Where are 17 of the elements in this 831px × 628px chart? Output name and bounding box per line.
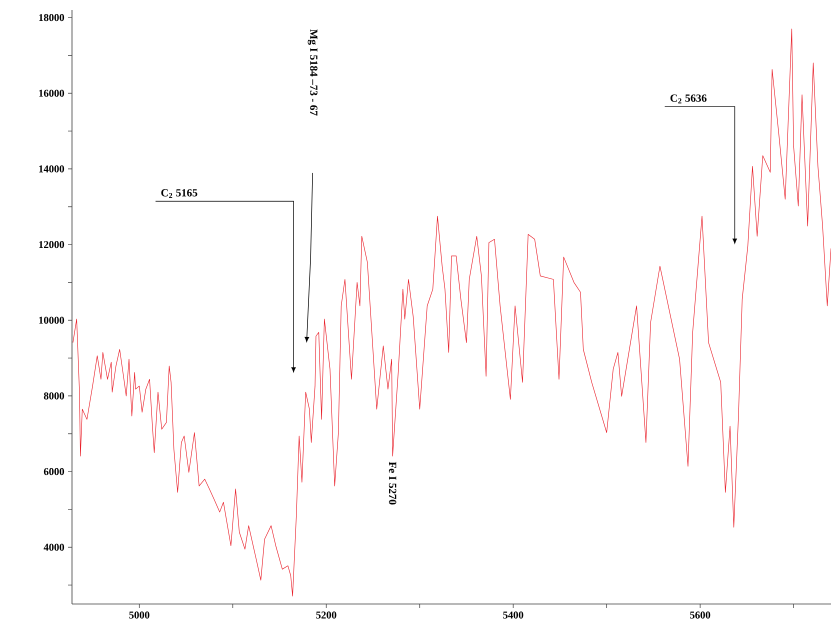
x-tick-label: 5200 bbox=[316, 612, 336, 619]
annotation: Fe I 5270 bbox=[388, 462, 396, 504]
line-series bbox=[72, 28, 831, 596]
y-tick-label: 10000 bbox=[39, 316, 64, 324]
y-tick-label: 4000 bbox=[44, 544, 64, 551]
y-tick-label: 6000 bbox=[44, 468, 64, 476]
x-tick-label: 5600 bbox=[690, 612, 710, 619]
y-tick-label: 18000 bbox=[39, 14, 64, 22]
y-tick-label: 14000 bbox=[39, 165, 64, 172]
y-tick-label: 12000 bbox=[39, 241, 64, 248]
x-tick-label: 5400 bbox=[503, 612, 524, 619]
x-tick-label: 5000 bbox=[129, 612, 150, 619]
annotation: Mg I 5184 –73 - 67 bbox=[308, 29, 318, 116]
y-tick-label: 8000 bbox=[44, 392, 64, 400]
y-tick-label: 16000 bbox=[39, 90, 64, 97]
annotation: C$_{2}$ 5165 bbox=[161, 189, 198, 198]
annotation: C$_{2}$ 5636 bbox=[670, 94, 707, 104]
